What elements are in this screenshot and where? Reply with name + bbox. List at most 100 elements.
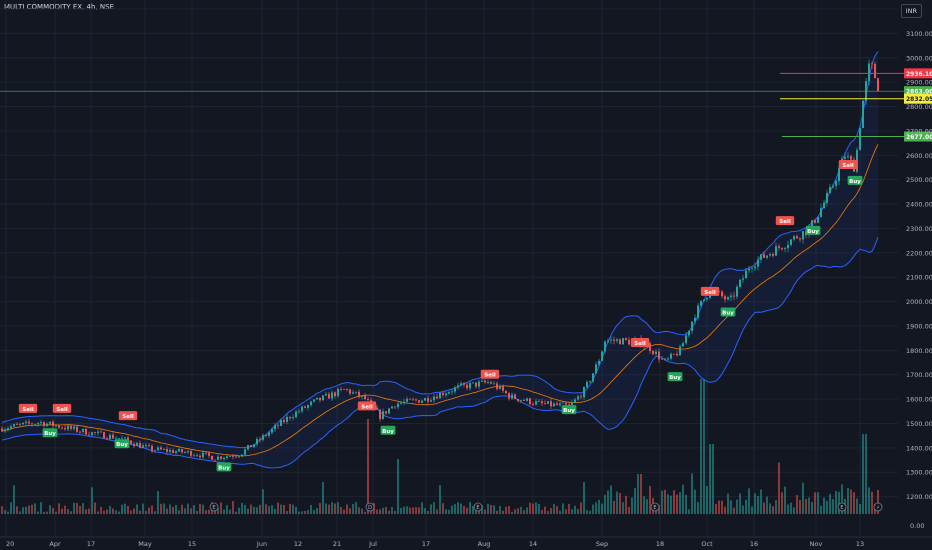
volume-bar [106,509,108,514]
volume-bar [631,497,633,514]
candle-body [598,360,600,365]
candle-body [697,305,699,318]
volume-bar [289,503,291,514]
candle-body [37,423,39,425]
sell-signal-box [118,411,138,421]
candle-body [343,388,345,390]
sell-signal-label: Sell [22,407,34,413]
buy-signal: Buy [114,439,130,449]
candle-body [124,437,126,439]
volume-bar [91,487,93,514]
volume-bar [493,505,495,514]
volume-bar [124,503,126,514]
candle-body [763,254,765,258]
volume-bar [199,503,201,514]
candle-body [241,454,243,457]
event-badge-circle [650,502,660,512]
candle-body [679,346,681,356]
buy-signal-label: Buy [218,465,230,471]
sell-signal-box [480,369,500,379]
price-tick: 3100.00 [906,30,932,38]
volume-bar [250,504,252,514]
volume-bar [271,505,273,514]
volume-bar [175,504,177,514]
volume-bar [484,509,486,514]
sell-signal: Sell [480,369,500,379]
volume-bar [862,434,864,514]
price-axis[interactable]: 1200.00 1300.00 1400.00 1500.00 1600.00 1700.… [906,30,932,530]
volume-bar [472,506,474,514]
candle-body [469,382,471,389]
sell-signal: Sell [838,160,858,170]
volume-bar [40,502,42,514]
candle-body [754,266,756,269]
candle-body [142,445,144,448]
candle-body [418,400,420,403]
volume-bar [85,509,87,514]
volume-bar [673,490,675,514]
currency-button[interactable]: INR [900,4,922,18]
candle-body [229,456,231,457]
candle-body [415,399,417,401]
volume-bar [100,506,102,514]
candle-body [316,397,318,400]
volume-bar [502,510,504,514]
volume-bar [811,501,813,514]
candle-body [478,381,480,387]
candle-body [676,353,678,356]
volume-bar [859,504,861,514]
buy-signal-box [380,425,396,435]
volume-bar [70,511,72,514]
volume-bar [736,499,738,514]
volume-bar [481,505,483,514]
sell-signal-box [18,403,38,413]
volume-bar [415,507,417,514]
candle-body [136,442,138,447]
event-badge: E [209,502,219,512]
candle-body [586,382,588,388]
candle-body [352,392,354,394]
candle-body [397,403,399,408]
candle-body [799,238,801,240]
candle-body [55,425,57,427]
volume-bar [433,502,435,514]
volume-bar [787,504,789,514]
volume-bar [46,511,48,514]
candle-body [4,429,6,432]
sell-signal-label: Sell [634,341,646,347]
buy-signal-label: Buy [807,229,819,235]
volume-bar [160,503,162,514]
buy-signal: Buy [561,405,577,415]
candle-body [382,411,384,420]
sell-signal-box [630,338,650,348]
time-axis[interactable]: 20 Apr 17 May 15 Jun 12 21 Jul 17 Aug 14 Sep 18 Oct 16 N… [0,536,932,548]
candle-body [157,447,159,451]
chart-title: MULTI COMMODITY EX, 4h, NSE [4,3,114,11]
candle-body [199,455,201,458]
volume-bar [127,505,129,514]
candle-body [706,297,708,300]
candle-body [619,339,621,345]
candle-body [172,450,174,454]
volume-bar [139,510,141,514]
event-badges[interactable]: E D E E E ⚡ [209,502,883,512]
volume-bar [850,489,852,514]
volume-bar [832,499,834,514]
volume-bar [313,509,315,514]
candle-body [565,402,567,405]
candle-body [232,456,234,457]
volume-bar [823,497,825,514]
candle-body [364,395,366,400]
candle-body [610,339,612,341]
candle-body [115,438,117,439]
candle-body [484,380,486,383]
volume-bar [496,510,498,514]
volume-bar [622,502,624,514]
volume-bar [4,509,6,514]
candle-body [532,404,534,405]
buy-signal-label: Buy [116,442,128,448]
time-tick: Apr [49,540,61,548]
volume-bar [703,379,705,514]
volume-bar [130,510,132,514]
